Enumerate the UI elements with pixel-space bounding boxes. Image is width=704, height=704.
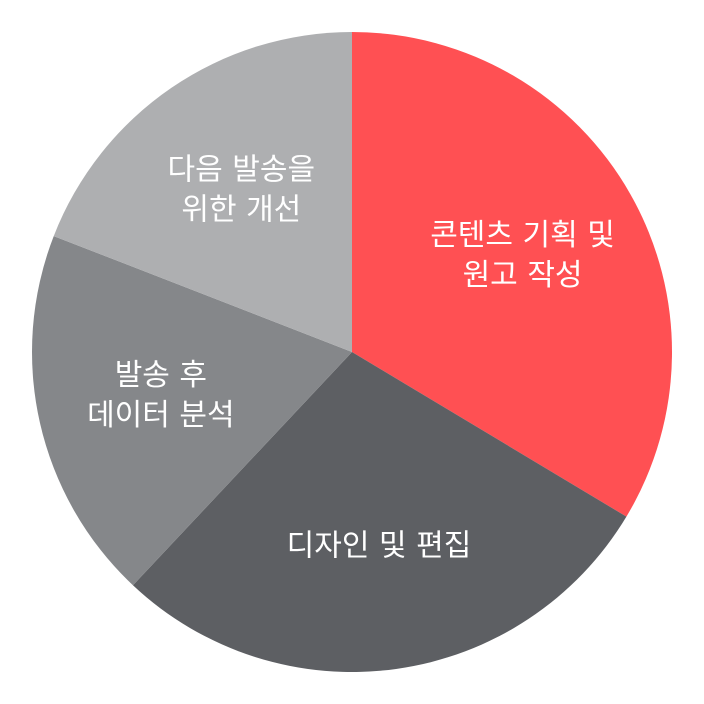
pie-slice-label-line: 콘텐츠 기획 및 [430,218,615,253]
pie-slice-label-line: 발송 후 [115,358,207,393]
pie-slice-3 [53,32,353,352]
pie-slice-label-line: 위한 개선 [181,193,301,228]
pie-slice-label-1: 디자인 및 편집 [287,529,472,564]
pie-slice-0 [352,32,673,517]
pie-slice-label-line: 원고 작성 [463,258,583,293]
pie-slice-label-line: 데이터 분석 [87,398,235,433]
pie-slice-label-0: 콘텐츠 기획 및원고 작성 [430,218,615,293]
pie-slice-1 [132,352,627,673]
pie-slice-label-line: 다음 발송을 [168,153,316,188]
pie-slice-label-line: 디자인 및 편집 [287,529,472,564]
pie-slice-2 [32,236,352,586]
